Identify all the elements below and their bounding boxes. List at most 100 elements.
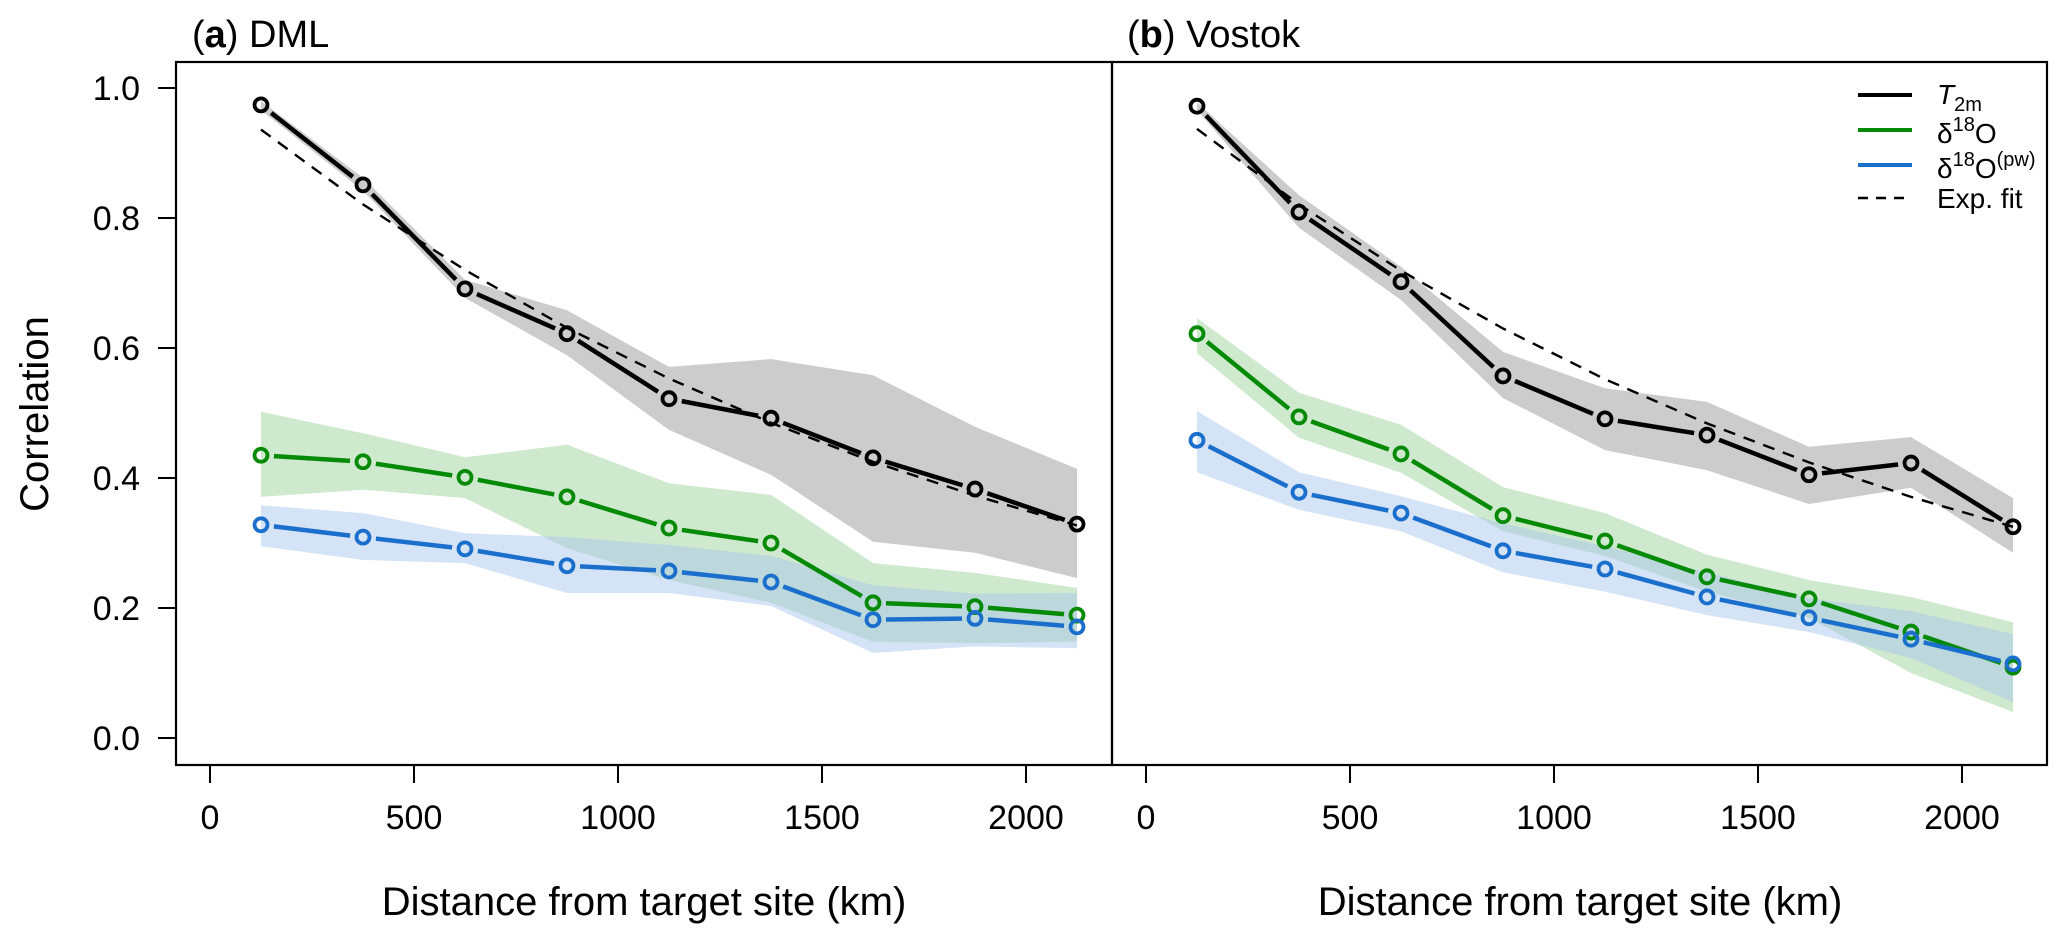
y-tick-label: 0.6 xyxy=(93,330,140,368)
legend-label-exp-fit: Exp. fit xyxy=(1937,183,2023,214)
data-point xyxy=(762,573,780,591)
panel-a-bands xyxy=(261,101,1077,653)
data-point xyxy=(1188,325,1206,343)
line-segment xyxy=(269,111,355,179)
line-segment xyxy=(1820,600,1900,631)
panel-b-x-axis: 0 500 1000 1500 2000 xyxy=(1137,765,2000,837)
line-segment xyxy=(1616,570,1696,596)
legend-item-d18o: δ18O xyxy=(1858,114,1997,149)
data-point xyxy=(558,488,576,506)
line-segment xyxy=(1205,340,1291,411)
panel-b: (b) Vostok 0 500 1000 1500 2000 Distance fro… xyxy=(1110,14,2049,924)
line-segment xyxy=(681,527,759,544)
line-segment xyxy=(1515,550,1593,569)
y-tick-label: 0.0 xyxy=(93,720,140,758)
line-segment xyxy=(885,616,963,622)
line-segment xyxy=(1308,217,1392,277)
series-d18o-pw xyxy=(252,516,1086,636)
data-point xyxy=(1290,408,1308,426)
line-segment xyxy=(475,292,557,331)
data-point xyxy=(966,610,984,627)
line-segment xyxy=(1616,543,1696,575)
line-segment xyxy=(1515,516,1593,541)
series-d18o xyxy=(252,446,1086,624)
line-segment xyxy=(576,338,660,394)
data-point xyxy=(252,446,270,464)
data-point xyxy=(1800,590,1818,608)
y-tick-label: 0.2 xyxy=(93,590,140,628)
line-segment xyxy=(1310,419,1390,452)
line-segment xyxy=(1514,378,1594,416)
x-tick-label: 1000 xyxy=(580,799,656,837)
y-tick-label: 1.0 xyxy=(93,70,140,108)
data-point xyxy=(2004,655,2022,673)
data-point xyxy=(456,280,474,298)
panel-a: (a) DML 0.0 0.2 0.4 0.6 0.8 1.0 0 500 1000 1500 2… xyxy=(93,14,1114,924)
data-point xyxy=(1392,273,1410,291)
data-point xyxy=(456,468,474,486)
data-point xyxy=(354,528,372,546)
data-point xyxy=(864,594,882,612)
panel-a-series xyxy=(252,96,1086,636)
line-segment xyxy=(681,398,759,418)
y-tick-label: 0.8 xyxy=(93,200,140,238)
data-point xyxy=(1494,367,1512,385)
line-segment xyxy=(1821,618,1899,639)
panel-b-frame xyxy=(1110,60,2049,767)
panel-b-title-text: Vostok xyxy=(1186,14,1301,56)
panel-b-label: b xyxy=(1140,14,1163,56)
x-tick-label: 2000 xyxy=(988,799,1064,837)
line-segment xyxy=(782,420,862,456)
line-segment xyxy=(477,477,555,497)
x-tick-label: 1500 xyxy=(784,799,860,837)
series-t2m xyxy=(252,96,1086,533)
panel-a-frame xyxy=(174,60,1114,767)
x-tick-label: 500 xyxy=(386,799,443,837)
data-point xyxy=(456,540,474,558)
line-segment xyxy=(884,459,964,488)
data-point xyxy=(558,557,576,575)
line-segment xyxy=(1311,492,1389,513)
x-tick-label: 1500 xyxy=(1720,799,1796,837)
x-tick-label: 0 xyxy=(1137,799,1156,837)
legend-item-t2m: T2m xyxy=(1858,79,1982,116)
data-point xyxy=(660,519,678,537)
data-point xyxy=(1596,560,1614,578)
data-point xyxy=(1800,466,1818,484)
panel-b-bands xyxy=(1197,102,2013,712)
data-point xyxy=(252,516,270,534)
line-segment xyxy=(1617,418,1695,436)
panel-a-title-text: DML xyxy=(249,14,329,56)
data-point xyxy=(354,176,372,194)
data-point xyxy=(1392,504,1410,522)
line-segment xyxy=(987,617,1065,629)
line-segment xyxy=(1718,437,1798,473)
data-point xyxy=(1698,568,1716,586)
legend-item-exp-fit: Exp. fit xyxy=(1858,183,2023,214)
data-point xyxy=(354,453,372,471)
panel-b-title: (b) Vostok xyxy=(1127,14,1301,56)
data-point xyxy=(1188,431,1206,449)
data-point xyxy=(1392,445,1410,463)
data-point xyxy=(2004,518,2022,536)
data-point xyxy=(1494,507,1512,525)
x-tick-label: 2000 xyxy=(1924,799,2000,837)
line-segment xyxy=(370,192,458,282)
panel-a-label: a xyxy=(205,14,227,56)
data-point xyxy=(762,409,780,427)
line-segment xyxy=(375,461,453,478)
panel-b-series xyxy=(1188,97,2022,676)
data-point xyxy=(864,449,882,467)
y-tick-label: 0.4 xyxy=(93,460,140,498)
series-d18o xyxy=(1188,325,2022,676)
band-t2m xyxy=(261,101,1077,579)
band-d18o xyxy=(1197,318,2013,712)
band-d18o-pw xyxy=(1197,411,2013,703)
data-point xyxy=(1698,426,1716,444)
data-point xyxy=(1698,588,1716,606)
line-segment xyxy=(1719,597,1797,618)
panel-a-x-axis: 0 500 1000 1500 2000 xyxy=(201,765,1064,837)
legend-label-d18o: δ18O xyxy=(1937,114,1997,149)
x-tick-label: 0 xyxy=(201,799,220,837)
